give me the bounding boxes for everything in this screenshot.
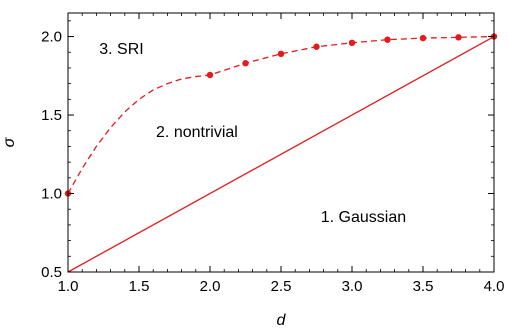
x-tick-label: 4.0 [484,278,505,295]
tick-layer: 1.0 1.5 2.0 2.5 3.0 3.5 4.00.51.01.52.0 [41,13,504,295]
series-layer [64,33,498,273]
data-point [242,60,249,67]
annotation-layer: 3. SRI 2. nontrivial 1. Gaussian [99,41,406,226]
data-point [206,71,214,79]
x-tick-label: 3.0 [342,278,363,295]
y-tick-label: 1.5 [41,107,62,124]
region-label: 3. SRI [99,41,143,58]
data-point [313,43,320,50]
data-point [455,34,462,41]
y-tick-label: 2.0 [41,29,62,46]
y-tick-label: 0.5 [41,264,62,281]
x-tick-label: 1.5 [129,278,150,295]
data-point [277,50,285,58]
x-tick-label: 3.5 [413,278,434,295]
y-axis-label: σ [1,136,18,147]
dashed-series-line [67,35,495,194]
x-tick-label: 1.0 [58,278,79,295]
x-tick-label: 2.5 [271,278,292,295]
x-axis-label: d [277,312,287,329]
region-label: 1. Gaussian [321,209,406,226]
solid-series-line [67,35,495,273]
data-point [419,34,427,42]
region-label: 2. nontrivial [156,124,238,141]
y-tick-label: 1.0 [41,186,62,203]
data-point [384,36,391,43]
data-point [348,39,356,47]
x-tick-label: 2.0 [200,278,221,295]
